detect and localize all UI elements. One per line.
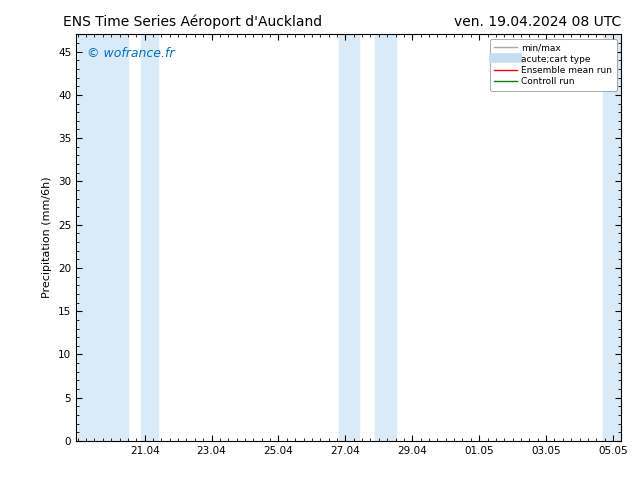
Bar xyxy=(375,34,396,441)
Y-axis label: Precipitation (mm/6h): Precipitation (mm/6h) xyxy=(42,177,53,298)
Bar xyxy=(78,34,128,441)
Text: © wofrance.fr: © wofrance.fr xyxy=(87,47,174,59)
Text: ENS Time Series Aéroport d'Auckland: ENS Time Series Aéroport d'Auckland xyxy=(63,15,323,29)
Bar xyxy=(339,34,359,441)
Bar xyxy=(141,34,158,441)
Bar xyxy=(603,34,621,441)
Legend: min/max, acute;cart type, Ensemble mean run, Controll run: min/max, acute;cart type, Ensemble mean … xyxy=(489,39,617,91)
Text: ven. 19.04.2024 08 UTC: ven. 19.04.2024 08 UTC xyxy=(454,15,621,29)
